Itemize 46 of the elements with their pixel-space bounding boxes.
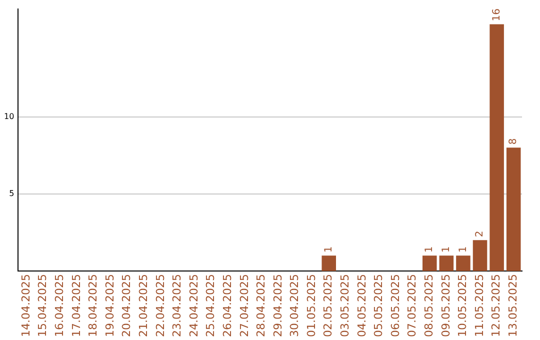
x-tick-label: 18.04.2025 (86, 274, 100, 338)
x-tick-label: 09.05.2025 (439, 274, 452, 338)
x-tick-label: 30.04.2025 (288, 274, 302, 338)
x-tick-label: 10.05.2025 (456, 274, 470, 338)
data-label: 16 (491, 8, 502, 22)
data-label: 1 (441, 246, 452, 253)
x-tick-label: 16.04.2025 (53, 274, 66, 338)
x-tick-label: 24.04.2025 (187, 274, 200, 338)
x-tick-label: 20.04.2025 (120, 274, 134, 338)
data-label: 1 (424, 246, 436, 253)
y-tick-label: 5 (9, 188, 14, 198)
x-tick-label: 13.05.2025 (506, 274, 520, 338)
x-tick-label: 17.04.2025 (70, 274, 83, 338)
x-tick-label: 28.04.2025 (254, 274, 268, 338)
data-label: 2 (474, 230, 486, 238)
x-tick-label: 23.04.2025 (170, 274, 184, 338)
bar (322, 256, 336, 272)
x-tick-label: 12.05.2025 (490, 274, 503, 338)
bar (439, 256, 454, 272)
x-tick-label: 07.05.2025 (406, 274, 419, 338)
x-tick-label: 21.04.2025 (136, 274, 150, 338)
data-label: 1 (458, 246, 469, 253)
x-tick-label: 03.05.2025 (338, 274, 352, 338)
x-tick-label: 04.05.2025 (355, 274, 368, 338)
data-label: 1 (323, 246, 334, 253)
x-tick-label: 19.04.2025 (103, 274, 116, 338)
x-tick-label: 05.05.2025 (372, 274, 386, 338)
x-tick-label: 11.05.2025 (472, 274, 486, 338)
x-tick-label: 15.04.2025 (36, 274, 50, 338)
x-tick-label: 14.04.2025 (19, 274, 32, 338)
bar (422, 256, 437, 272)
x-tick-label: 02.05.2025 (322, 274, 335, 338)
bar (456, 256, 470, 272)
x-tick-label: 29.04.2025 (271, 274, 284, 338)
x-tick-label: 22.04.2025 (154, 274, 167, 338)
bar (506, 148, 521, 272)
x-tick-label: 26.04.2025 (220, 274, 234, 338)
x-tick-label: 27.04.2025 (238, 274, 251, 338)
x-tick-label: 08.05.2025 (422, 274, 436, 338)
x-tick-label: 25.04.2025 (204, 274, 218, 338)
x-tick-label: 06.05.2025 (388, 274, 402, 338)
bar (490, 24, 504, 272)
y-tick-label: 10 (4, 112, 14, 121)
x-tick-label: 01.05.2025 (304, 274, 318, 338)
bar (472, 240, 488, 272)
data-label: 8 (508, 138, 520, 145)
